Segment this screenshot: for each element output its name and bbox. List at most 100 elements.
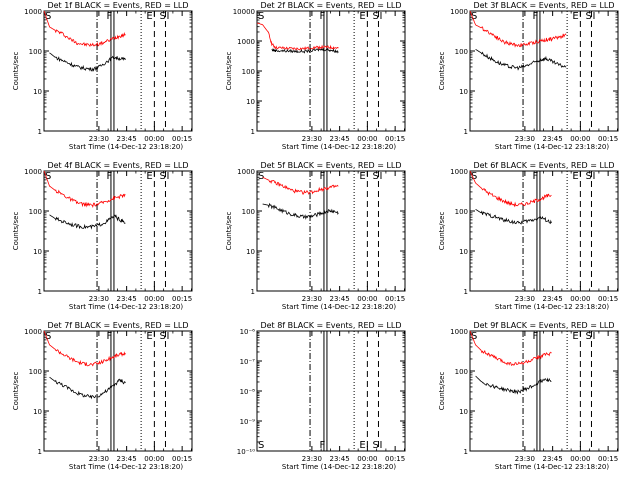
y-axis-label: Counts/sec: [12, 372, 20, 411]
x-tick-label: 00:15: [598, 135, 618, 143]
y-tick-label: 10: [246, 98, 255, 106]
marker-label-s2: S: [585, 171, 591, 182]
marker-label-f: F: [532, 331, 538, 342]
marker-label-e: E: [572, 171, 578, 182]
y-axis-label: Counts/sec: [438, 52, 446, 91]
x-axis-label: Start Time (14-Dec-12 23:18:20): [69, 463, 183, 471]
marker-label-s2: S: [585, 11, 591, 22]
panel-title: Det 3f BLACK = Events, RED = LLD: [473, 1, 614, 10]
events-series-line: [475, 208, 552, 225]
plot-frame: [469, 170, 619, 292]
y-tick-label: 100: [29, 208, 42, 216]
x-tick-label: 23:45: [543, 455, 563, 463]
events-series-line: [271, 47, 339, 54]
marker-label-e: E: [146, 171, 152, 182]
events-series-line: [475, 48, 567, 71]
y-tick-label: 100: [455, 48, 468, 56]
y-tick-label: 1000: [237, 168, 255, 176]
panel-5: Det 5f BLACK = Events, RED = LLD 1 10 100 10…: [225, 161, 406, 311]
y-tick-label: 100: [29, 48, 42, 56]
y-tick-label: 10000: [233, 8, 255, 16]
plot-frame: [256, 170, 406, 292]
marker-label-e: E: [146, 331, 152, 342]
x-tick-label: 23:30: [302, 135, 322, 143]
marker-label-i: I: [592, 11, 595, 22]
x-tick-label: 23:30: [89, 135, 109, 143]
y-axis-label: Counts/sec: [225, 52, 233, 91]
x-tick-label: 23:45: [117, 455, 137, 463]
x-tick-label: 23:30: [515, 135, 535, 143]
events-series-line: [49, 376, 126, 400]
marker-label-f: F: [319, 171, 325, 182]
marker-label-s2: S: [159, 171, 165, 182]
panel-8: Det 8f BLACK = Events, RED = LLD 10⁻¹⁰ 10⁻…: [237, 321, 406, 471]
x-tick-label: 00:00: [144, 455, 164, 463]
x-axis-label: Start Time (14-Dec-12 23:18:20): [495, 303, 609, 311]
marker-label-i: I: [379, 171, 382, 182]
marker-label-s2: S: [372, 11, 378, 22]
x-tick-label: 00:15: [172, 455, 192, 463]
marker-label-f: F: [532, 171, 538, 182]
marker-label-f: F: [106, 11, 112, 22]
y-tick-label: 100: [455, 368, 468, 376]
x-tick-label: 23:30: [302, 295, 322, 303]
marker-label-i: I: [166, 171, 169, 182]
lld-series-line: [43, 330, 126, 367]
panel-3: Det 3f BLACK = Events, RED = LLD 1 10 100 10…: [438, 1, 619, 151]
x-tick-label: 00:00: [144, 135, 164, 143]
x-axis-label: Start Time (14-Dec-12 23:18:20): [282, 303, 396, 311]
x-tick-label: 00:15: [385, 135, 405, 143]
y-tick-label: 10⁻¹⁰: [237, 448, 255, 456]
events-series-line: [49, 52, 126, 72]
y-tick-label: 10: [33, 88, 42, 96]
panel-9: Det 9f BLACK = Events, RED = LLD 1 10 100 10…: [438, 321, 619, 471]
marker-label-s: S: [471, 331, 477, 342]
y-tick-label: 10⁻⁶: [240, 328, 256, 336]
x-tick-label: 00:15: [598, 295, 618, 303]
x-tick-label: 23:45: [330, 455, 350, 463]
lld-series-line: [43, 170, 126, 208]
x-tick-label: 00:00: [144, 295, 164, 303]
x-axis-label: Start Time (14-Dec-12 23:18:20): [69, 303, 183, 311]
y-tick-label: 10⁻⁸: [240, 388, 256, 396]
y-tick-label: 1000: [450, 8, 468, 16]
marker-label-e: E: [359, 11, 365, 22]
x-tick-label: 23:45: [117, 135, 137, 143]
x-tick-label: 23:30: [302, 455, 322, 463]
y-tick-label: 100: [242, 208, 255, 216]
plot-frame: [469, 330, 619, 452]
x-tick-label: 23:45: [330, 135, 350, 143]
panel-title: Det 1f BLACK = Events, RED = LLD: [47, 1, 188, 10]
marker-label-e: E: [572, 11, 578, 22]
events-series-line: [262, 202, 339, 220]
x-tick-label: 00:00: [357, 455, 377, 463]
panel-2: Det 2f BLACK = Events, RED = LLD 1 10 100 10…: [225, 1, 406, 151]
x-axis-label: Start Time (14-Dec-12 23:18:20): [495, 143, 609, 151]
marker-label-s: S: [45, 171, 51, 182]
y-tick-label: 1: [464, 448, 468, 456]
marker-label-s: S: [258, 11, 264, 22]
events-series-line: [49, 214, 126, 230]
marker-label-e: E: [359, 440, 365, 451]
marker-label-e: E: [572, 331, 578, 342]
plot-frame: [43, 170, 193, 292]
x-axis-label: Start Time (14-Dec-12 23:18:20): [282, 143, 396, 151]
y-tick-label: 1000: [237, 38, 255, 46]
marker-label-s: S: [471, 11, 477, 22]
marker-label-i: I: [592, 331, 595, 342]
y-tick-label: 1: [251, 128, 255, 136]
marker-label-e: E: [359, 171, 365, 182]
marker-label-i: I: [379, 440, 382, 451]
marker-label-i: I: [166, 11, 169, 22]
y-tick-label: 10: [459, 408, 468, 416]
x-tick-label: 00:00: [570, 135, 590, 143]
y-tick-label: 10: [33, 408, 42, 416]
marker-label-f: F: [106, 171, 112, 182]
plot-frame: [43, 330, 193, 452]
panel-title: Det 2f BLACK = Events, RED = LLD: [260, 1, 401, 10]
marker-label-f: F: [106, 331, 112, 342]
panel-7: Det 7f BLACK = Events, RED = LLD 1 10 100 10…: [12, 321, 193, 471]
x-axis-label: Start Time (14-Dec-12 23:18:20): [282, 463, 396, 471]
marker-label-i: I: [166, 331, 169, 342]
x-tick-label: 23:45: [543, 295, 563, 303]
